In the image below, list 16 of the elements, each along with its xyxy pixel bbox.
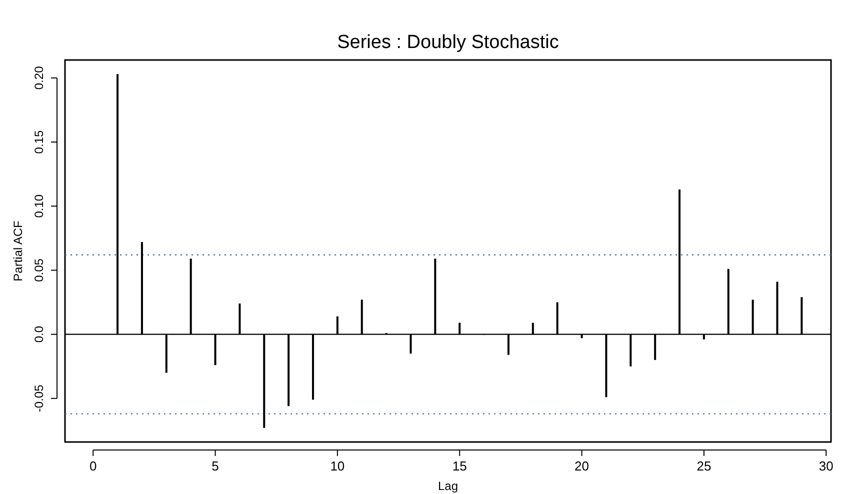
x-tick-label: 30 [818,458,834,474]
x-tick-label: 15 [452,458,467,474]
y-tick-label: 0.05 [32,258,46,282]
y-tick-label: 0.15 [32,130,46,154]
x-tick-label: 5 [212,458,219,474]
x-tick-label: 25 [696,458,712,474]
y-tick-label: 0.0 [32,326,46,343]
x-tick-label: 10 [330,458,345,474]
y-axis-title: Partial ACF [11,220,25,282]
x-tick-label: 20 [574,458,590,474]
x-tick-label: 0 [89,458,97,474]
x-axis-title: Lag [438,479,458,493]
chart-title: Series : Doubly Stochastic [337,32,559,53]
y-tick-label: 0.10 [32,194,46,218]
y-tick-label: -0.05 [32,384,46,412]
y-tick-label: 0.20 [32,66,46,90]
